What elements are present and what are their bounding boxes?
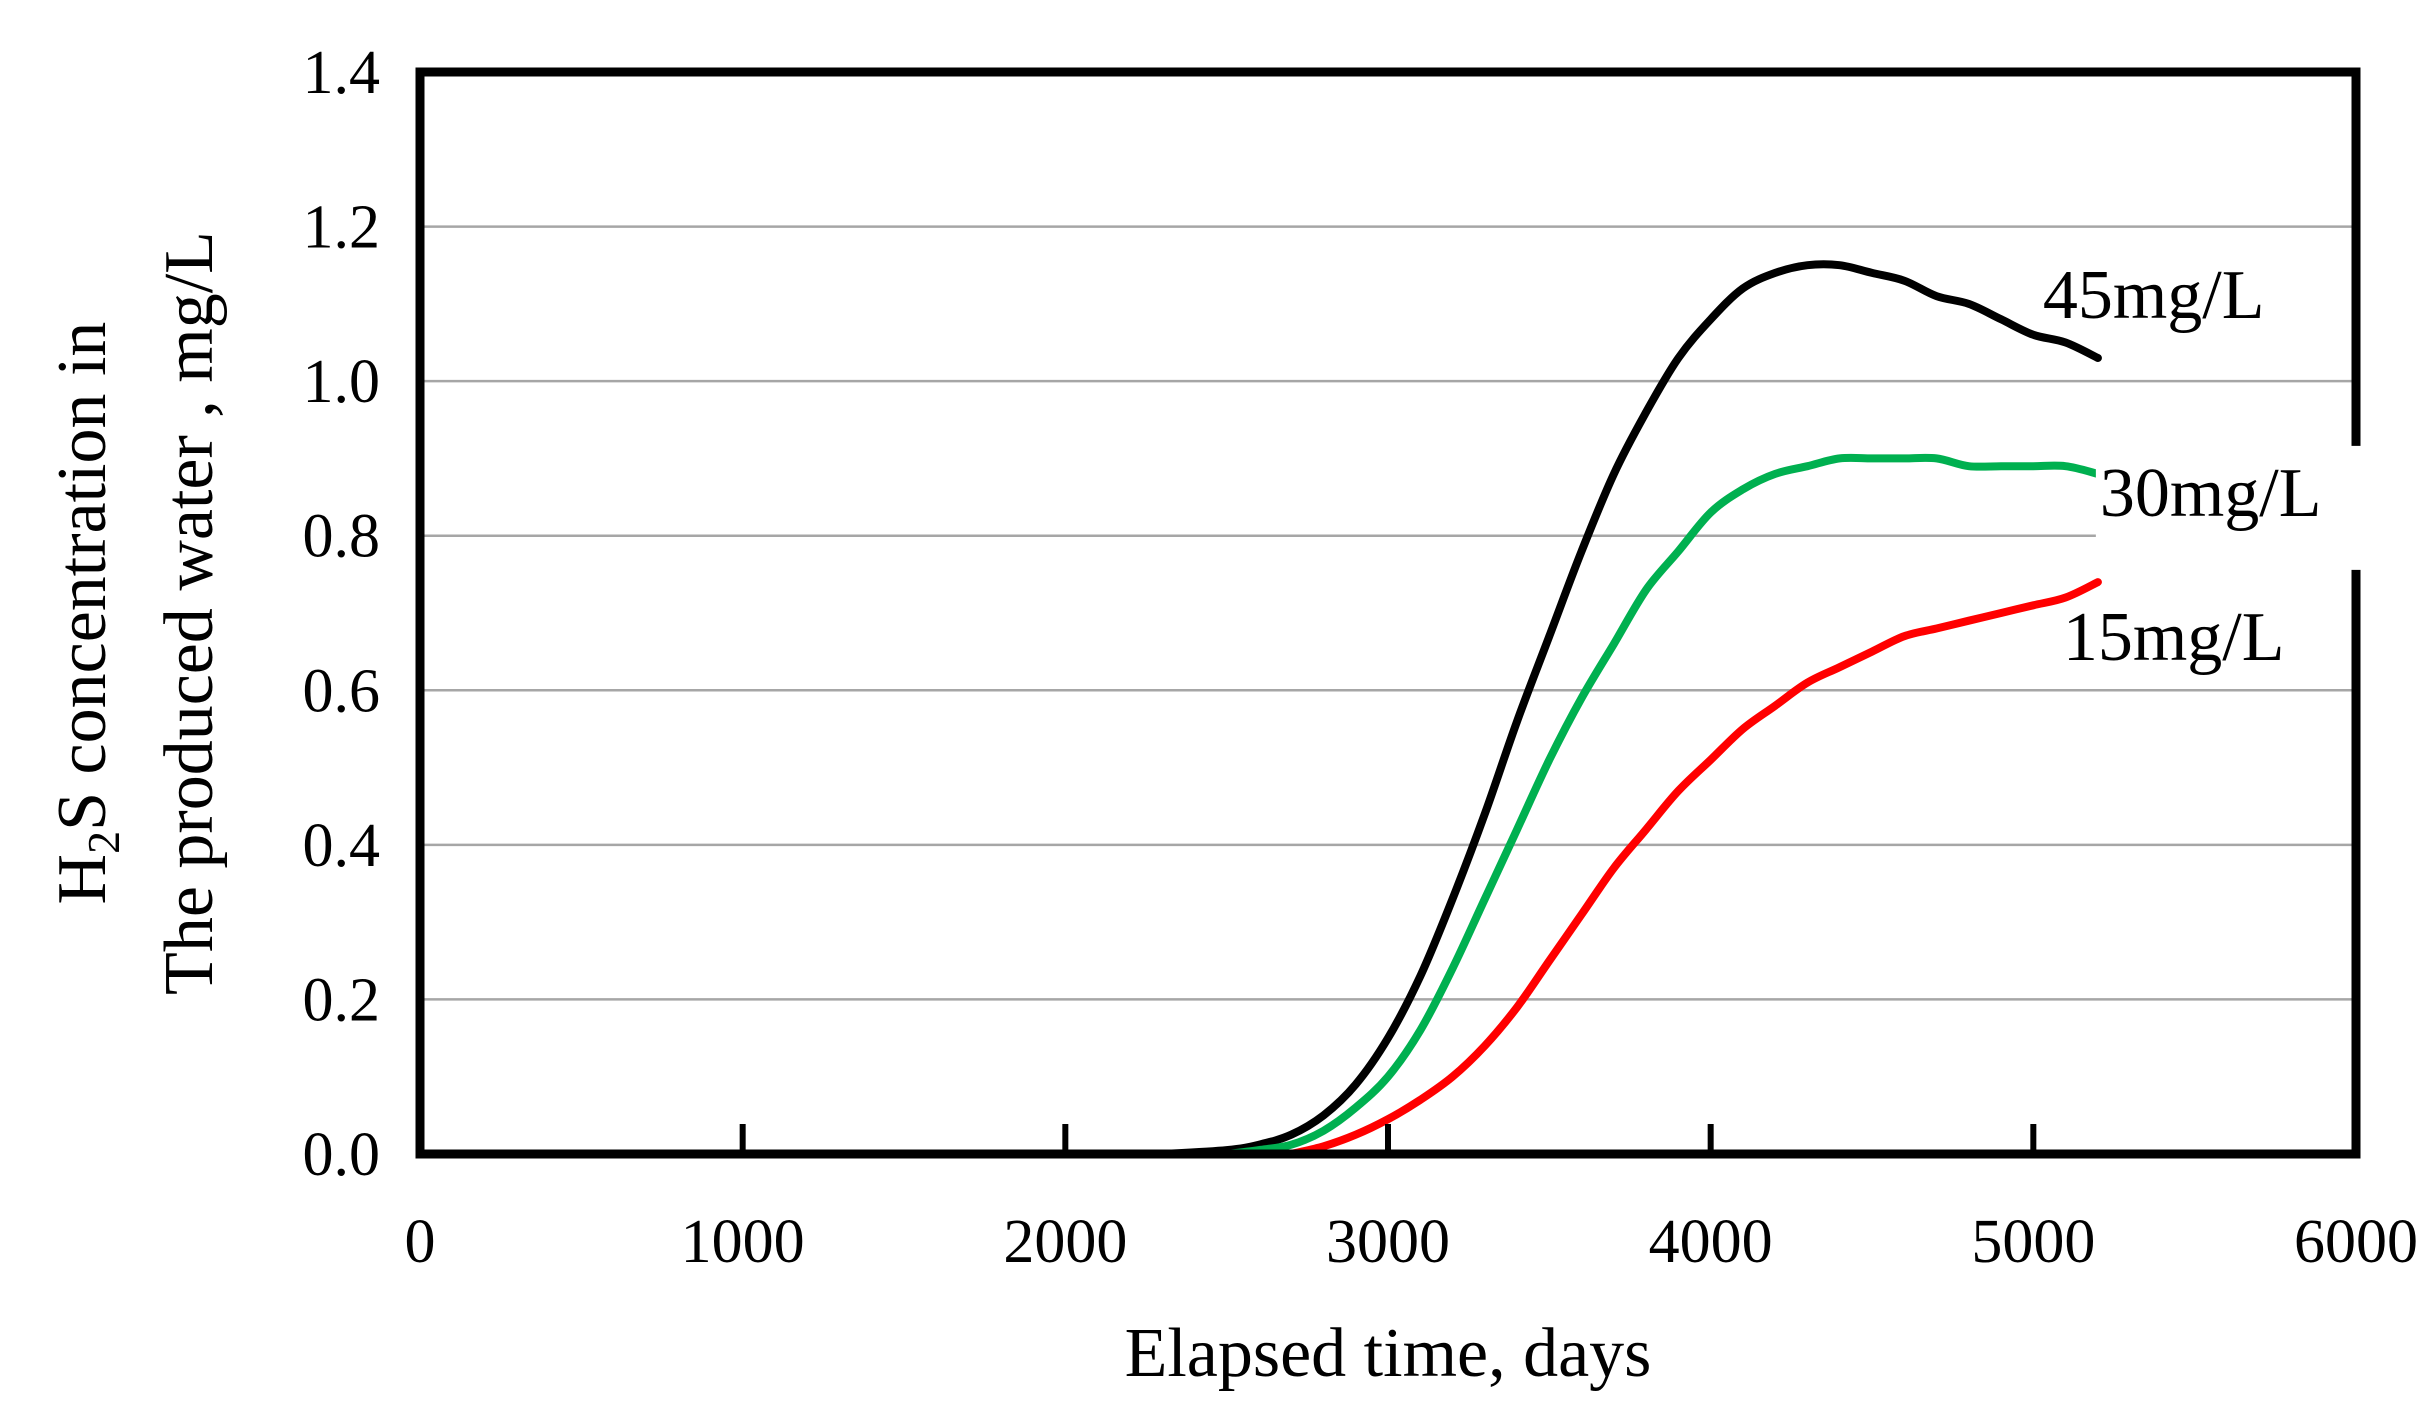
y-tick-label: 0.0 — [303, 1121, 381, 1189]
x-tick-label: 4000 — [1649, 1208, 1773, 1276]
series-label: 30mg/L — [2100, 455, 2322, 532]
series-label: 15mg/L — [2063, 599, 2285, 676]
x-tick-label: 1000 — [681, 1208, 805, 1276]
x-tick-label: 5000 — [1971, 1208, 2095, 1276]
axis-ticks — [417, 1124, 2359, 1154]
series-label-background — [2095, 445, 2378, 570]
series-line-15mgl — [1287, 578, 2102, 1158]
tick-labels: 0 1000 2000 3000 4000 5000 6000 0.0 0.2 0.4 0.6 0.8… — [303, 39, 2419, 1276]
y-tick-label: 0.4 — [303, 812, 381, 880]
series-lines — [1158, 260, 2102, 1158]
gridlines — [420, 225, 2356, 1001]
series-line-30mgl — [1222, 453, 2102, 1158]
x-tick-label: 0 — [405, 1208, 436, 1276]
y-axis-title-subscript: 2 — [78, 831, 129, 854]
x-tick-label: 3000 — [1326, 1208, 1450, 1276]
y-tick-label: 1.0 — [303, 348, 381, 416]
y-axis-title-rest: S concentration in — [44, 322, 121, 831]
y-tick-label: 1.4 — [303, 39, 381, 107]
x-axis-title: Elapsed time, days — [1125, 1315, 1652, 1392]
series-label-backgrounds — [2095, 445, 2378, 570]
series-labels: 45mg/L 30mg/L 15mg/L — [2043, 257, 2322, 676]
y-axis-title-h: H — [44, 854, 121, 905]
x-tick-label: 6000 — [2294, 1208, 2418, 1276]
y-axis-title-line-2: The produced water , mg/L — [151, 231, 228, 995]
series-line-45mgl — [1158, 260, 2102, 1158]
y-axis-title-line-1: H2S concentration in — [44, 322, 129, 905]
series-label: 45mg/L — [2043, 257, 2265, 334]
y-tick-label: 0.8 — [303, 503, 381, 571]
y-tick-label: 0.6 — [303, 657, 381, 725]
y-tick-label: 1.2 — [303, 194, 381, 262]
x-tick-label: 2000 — [1003, 1208, 1127, 1276]
y-tick-label: 0.2 — [303, 966, 381, 1034]
